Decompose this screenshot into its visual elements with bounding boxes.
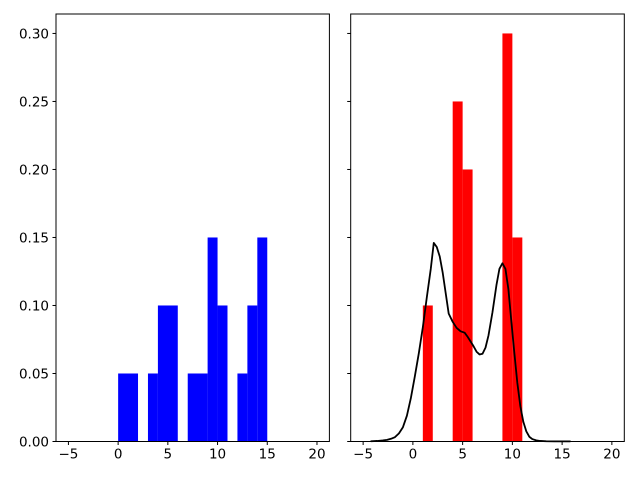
kde-curve (370, 242, 571, 443)
x-tick-label: 5 (458, 447, 467, 463)
x-tick-label: 15 (554, 447, 571, 463)
axes-spines-right (350, 13, 625, 442)
blue-histogram-bar (217, 305, 228, 442)
x-tick-label: −5 (58, 447, 78, 463)
y-tick-label: 0.25 (19, 94, 49, 110)
x-tick-label: 15 (259, 447, 276, 463)
x-tick-label: 20 (603, 447, 620, 463)
blue-histogram-bar (237, 373, 248, 442)
subplot-left: −5 0 5 10 15 20 0.00 0.05 0.10 0.15 0.20 0.25 0.30 (19, 13, 330, 463)
x-tick-label: −5 (353, 447, 373, 463)
y-tick-label: 0.30 (19, 26, 49, 42)
y-tick-label: 0.05 (19, 366, 49, 382)
axes-background-right (350, 14, 625, 442)
red-histogram-bar (422, 305, 433, 442)
blue-histogram-bar (257, 237, 268, 442)
axes-spines-left (55, 13, 330, 442)
x-tick-label: 5 (164, 447, 173, 463)
x-tick-label: 10 (209, 447, 226, 463)
y-tick-label: 0.20 (19, 162, 49, 178)
subplot-right: −5 0 5 10 15 20 (347, 13, 625, 463)
axes-background-left (56, 14, 330, 442)
x-tick-label: 0 (114, 447, 123, 463)
blue-histogram-bar (247, 305, 258, 442)
blue-histogram-bar (187, 373, 208, 442)
blue-histogram-bar (157, 305, 178, 442)
red-histogram-bar (462, 169, 473, 442)
y-tick-label: 0.15 (19, 230, 49, 246)
red-histogram-bar (502, 33, 513, 442)
x-tick-label: 10 (504, 447, 521, 463)
y-tick-label: 0.10 (19, 298, 49, 314)
blue-histogram-bar (118, 373, 139, 442)
y-tick-label: 0.00 (19, 434, 49, 450)
x-tick-label: 20 (308, 447, 325, 463)
red-histogram-bar (512, 237, 523, 442)
red-histogram-bar (452, 101, 463, 442)
blue-histogram-bar (207, 237, 218, 442)
x-tick-label: 0 (409, 447, 418, 463)
blue-histogram-bar (147, 373, 158, 442)
